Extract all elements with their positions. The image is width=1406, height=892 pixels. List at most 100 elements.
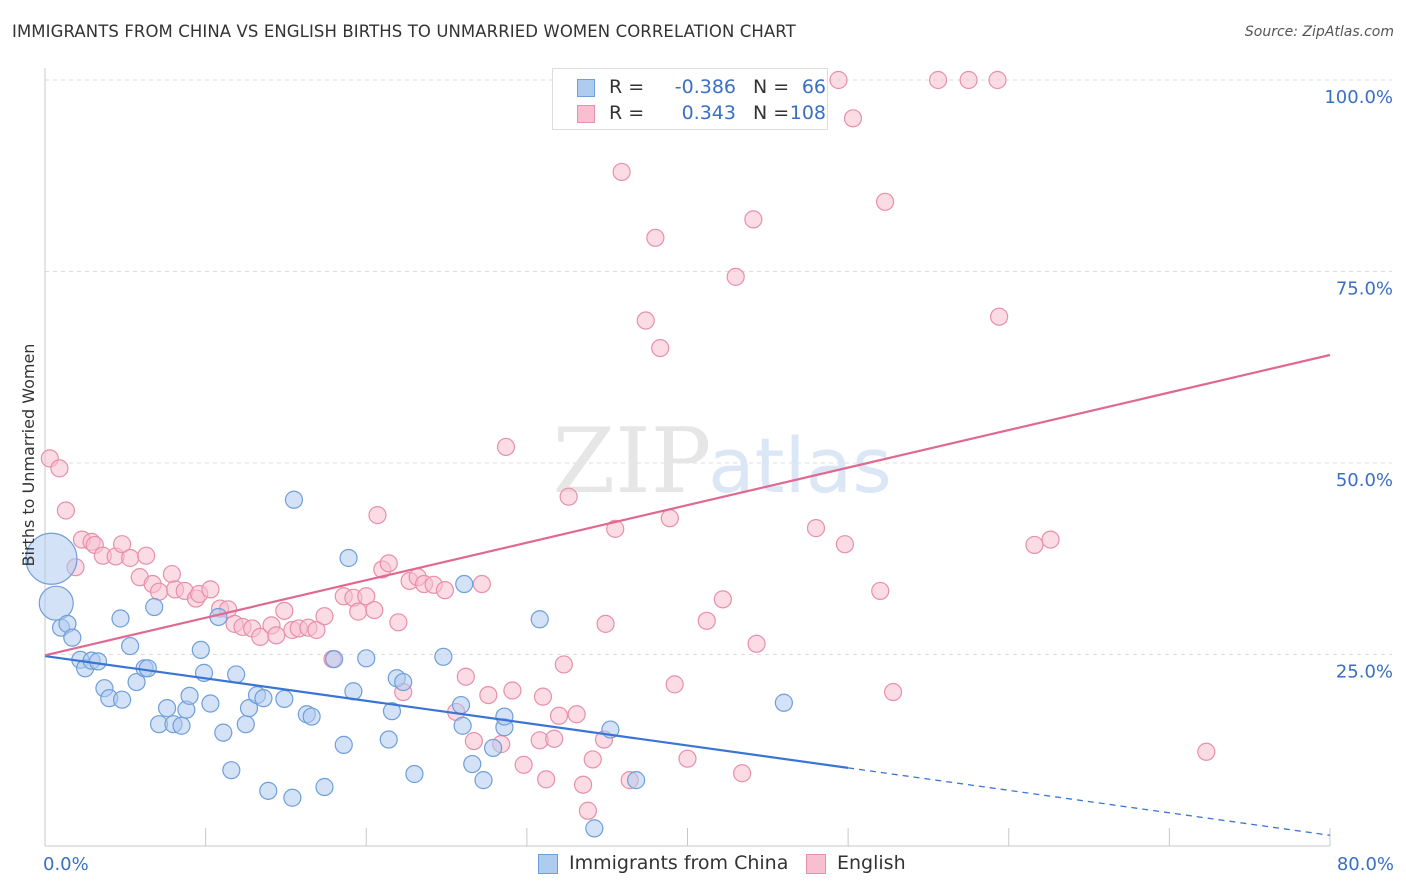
china-point <box>222 761 241 780</box>
china-point <box>127 672 146 692</box>
english-point <box>678 749 697 768</box>
x-tick-label: 80.0% <box>1337 854 1394 875</box>
english-point <box>744 210 763 229</box>
english-point <box>112 535 132 554</box>
english-point <box>567 705 586 724</box>
r-label: R = <box>609 102 645 124</box>
english-point <box>267 626 286 645</box>
china-point <box>455 574 474 594</box>
english-point <box>1197 742 1216 761</box>
english-point <box>596 614 615 633</box>
english-point <box>583 750 602 769</box>
english-point <box>456 667 475 686</box>
china-point <box>254 689 273 708</box>
china-point <box>463 754 482 774</box>
english-point <box>549 706 569 725</box>
bottom-legend-china-label: Immigrants from China <box>569 852 789 874</box>
r-value: -0.386 <box>674 76 736 98</box>
china-point <box>111 609 130 628</box>
english-point <box>697 611 716 630</box>
english-point <box>990 307 1009 326</box>
china-point <box>434 647 453 666</box>
x-tick-label: 0.0% <box>43 854 89 875</box>
english-point <box>835 535 855 554</box>
china-point <box>236 715 255 734</box>
y-axis-title: Births to Unmarried Women <box>19 344 38 567</box>
trend-line-extension <box>848 767 1331 836</box>
english-point <box>651 339 670 358</box>
english-point <box>612 162 631 182</box>
y-tick-label: 75.0% <box>1336 279 1393 300</box>
stats-legend: R = -0.386 N = 66 R = 0.343 N = 108 <box>552 68 828 130</box>
y-tick-label: 25.0% <box>1336 662 1393 683</box>
english-point <box>379 554 398 573</box>
english-point <box>883 682 903 702</box>
china-point <box>112 690 132 709</box>
china-point <box>284 490 304 509</box>
english-point <box>537 770 556 789</box>
english-point <box>389 613 408 632</box>
english-point <box>464 731 483 751</box>
english-point <box>871 581 890 601</box>
trend-lines <box>44 353 1331 836</box>
n-label: N = <box>753 76 790 98</box>
english-swatch <box>577 105 595 123</box>
chart-title: IMMIGRANTS FROM CHINA VS ENGLISH BIRTHS … <box>12 22 796 41</box>
china-point <box>283 788 302 807</box>
english-point <box>365 600 384 620</box>
china-point <box>145 597 164 617</box>
china-point <box>530 610 549 629</box>
y-tick-label: 50.0% <box>1336 470 1393 491</box>
tick-labels: 25.0% 50.0% 75.0% 100.0% 0.0% 80.0% <box>43 87 1394 875</box>
english-point <box>149 582 169 601</box>
english-point <box>747 634 766 653</box>
english-point <box>162 564 181 584</box>
english-point <box>479 685 498 705</box>
china-point <box>451 695 471 715</box>
english-point <box>1025 535 1044 555</box>
english-point <box>201 580 220 599</box>
english-point <box>137 546 156 565</box>
english-point <box>660 509 679 528</box>
china-point <box>379 730 398 749</box>
english-point <box>357 587 376 606</box>
china-point <box>495 707 514 726</box>
english-point <box>928 70 948 90</box>
trend-line <box>44 654 849 769</box>
chart-source: Source: ZipAtlas.com <box>1244 24 1394 40</box>
china-point <box>484 738 503 758</box>
english-point <box>472 574 491 594</box>
china-point <box>626 771 646 790</box>
english-point <box>315 607 334 626</box>
china-point <box>453 716 472 735</box>
china-point <box>394 672 413 692</box>
english-point <box>606 519 625 538</box>
china-point <box>63 628 82 647</box>
english-point <box>665 675 684 694</box>
english-point <box>56 501 75 520</box>
china-point <box>172 716 191 735</box>
china-point <box>302 707 321 726</box>
english-point <box>435 581 455 600</box>
china-point <box>275 689 294 709</box>
english-point <box>875 192 895 211</box>
china-point <box>227 665 246 684</box>
china-point <box>315 777 334 797</box>
english-point <box>554 655 573 674</box>
bottom-legend-english-label: English <box>837 852 906 874</box>
english-point <box>349 602 368 621</box>
english-point <box>573 775 593 794</box>
n-value: 108 <box>789 102 826 124</box>
english-point <box>514 755 533 774</box>
english-point <box>503 681 522 700</box>
china-point <box>325 649 344 669</box>
china-point <box>214 723 233 742</box>
english-point <box>50 459 69 478</box>
china-point <box>339 548 358 568</box>
china-point <box>774 693 793 712</box>
y-tick-label: 100.0% <box>1324 87 1393 108</box>
china-point <box>201 694 220 713</box>
english-point <box>559 487 578 506</box>
english-point <box>636 311 655 330</box>
